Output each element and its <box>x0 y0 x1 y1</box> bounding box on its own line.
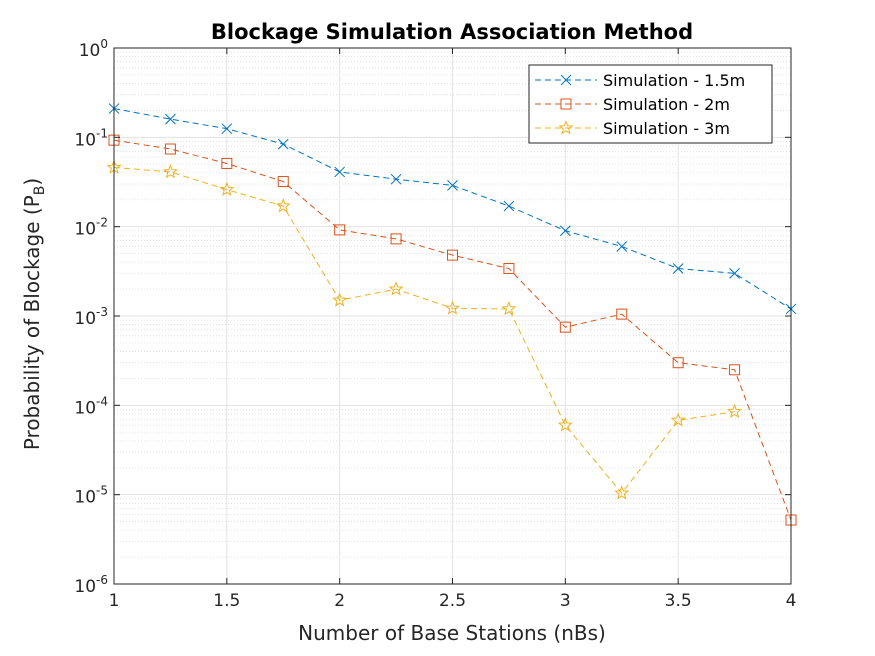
star-marker <box>219 181 235 196</box>
x-marker-stroke <box>221 123 233 135</box>
x-marker <box>672 263 684 274</box>
y-tick-label: 10-2 <box>74 216 108 240</box>
y-tick-label: 10-3 <box>74 305 108 329</box>
legend-label-series-2: Simulation - 2m <box>603 95 730 114</box>
legend-label-series-3: Simulation - 3m <box>603 119 730 138</box>
x-marker <box>503 200 515 212</box>
star-marker <box>557 417 573 432</box>
square-marker <box>221 157 233 169</box>
y-tick-label: 10-5 <box>74 484 108 508</box>
x-tick-label: 1.5 <box>213 591 240 611</box>
star-marker <box>388 281 404 296</box>
square-marker <box>559 321 571 333</box>
x-marker-stroke <box>390 173 402 185</box>
x-marker-stroke <box>503 200 515 212</box>
x-marker <box>390 173 402 185</box>
x-marker-stroke <box>165 113 176 125</box>
star-marker <box>614 485 630 500</box>
x-marker-stroke <box>277 138 289 150</box>
y-tick-label: 100 <box>79 37 108 61</box>
x-marker <box>277 138 289 150</box>
y-tick-base: 10 <box>74 309 96 329</box>
x-marker-stroke <box>334 166 346 178</box>
square-marker <box>390 233 402 245</box>
x-marker-stroke <box>559 225 571 237</box>
star-marker <box>727 403 743 419</box>
square-marker <box>560 98 572 110</box>
y-tick-label: 10-6 <box>74 573 108 597</box>
y-tick-exponent: -6 <box>96 573 108 587</box>
chart-title: Blockage Simulation Association Method <box>211 20 693 44</box>
star-marker <box>275 198 291 213</box>
y-tick-exponent: 0 <box>100 37 108 51</box>
x-marker-stroke <box>560 74 572 86</box>
y-tick-base: 10 <box>79 41 101 61</box>
x-tick-labels: 1 1.5 2 2.5 3 3.5 4 <box>109 591 797 611</box>
y-axis-label: Probability of Blockage (PB) <box>20 178 48 450</box>
star-marker <box>558 120 574 135</box>
star-marker <box>332 292 348 307</box>
x-marker <box>616 241 628 252</box>
x-marker <box>334 166 346 178</box>
legend-samples <box>535 74 597 135</box>
star-marker <box>670 412 686 427</box>
series-3-line <box>113 166 735 494</box>
axis-ticks <box>113 47 792 585</box>
square-marker <box>672 357 684 369</box>
y-tick-exponent: -4 <box>96 394 108 408</box>
x-axis-label: Number of Base Stations (nBs) <box>298 621 606 645</box>
y-tick-base: 10 <box>74 398 96 418</box>
square-marker <box>277 176 289 188</box>
y-axis-label-subscript: B <box>32 186 48 196</box>
x-marker <box>559 225 571 237</box>
star-marker <box>162 164 178 179</box>
square-marker <box>729 364 741 376</box>
y-tick-exponent: -3 <box>96 305 108 319</box>
y-axis-label-close: ) <box>20 178 44 186</box>
y-tick-exponent: -2 <box>96 216 108 230</box>
y-tick-exponent: -5 <box>96 484 108 498</box>
square-marker <box>447 249 458 261</box>
x-marker <box>165 113 176 125</box>
square-marker <box>164 143 176 155</box>
y-tick-base: 10 <box>74 130 96 150</box>
x-tick-label: 3.5 <box>665 591 692 611</box>
x-marker-stroke <box>729 268 740 279</box>
x-tick-label: 4 <box>786 591 797 611</box>
x-marker <box>560 74 572 86</box>
y-axis-label-main: Probability of Blockage (P <box>20 195 44 450</box>
y-tick-base: 10 <box>74 577 96 597</box>
star-marker <box>501 301 517 316</box>
series-1 <box>108 103 797 315</box>
x-marker-stroke <box>672 263 684 274</box>
y-tick-label: 10-4 <box>74 394 108 418</box>
x-marker <box>447 180 458 191</box>
star-marker <box>445 300 460 315</box>
series-layer <box>106 103 797 526</box>
square-marker <box>503 263 515 275</box>
square-marker <box>334 224 346 236</box>
x-tick-label: 2 <box>334 591 345 611</box>
x-tick-label: 3 <box>560 591 571 611</box>
x-marker <box>729 268 740 279</box>
legend-label-series-1: Simulation - 1.5m <box>603 71 745 90</box>
x-marker <box>221 123 233 135</box>
series-2-line <box>113 139 792 521</box>
x-tick-label: 1 <box>109 591 120 611</box>
y-tick-exponent: -1 <box>96 126 108 140</box>
x-tick-label: 2.5 <box>439 591 466 611</box>
series-3 <box>106 159 743 500</box>
legend: Simulation - 1.5m Simulation - 2m Simula… <box>528 64 773 144</box>
x-marker-stroke <box>447 180 458 191</box>
square-marker <box>616 308 628 320</box>
y-tick-base: 10 <box>74 488 96 508</box>
y-tick-base: 10 <box>74 220 96 240</box>
x-marker-stroke <box>616 241 628 252</box>
y-tick-label: 10-1 <box>74 126 108 150</box>
